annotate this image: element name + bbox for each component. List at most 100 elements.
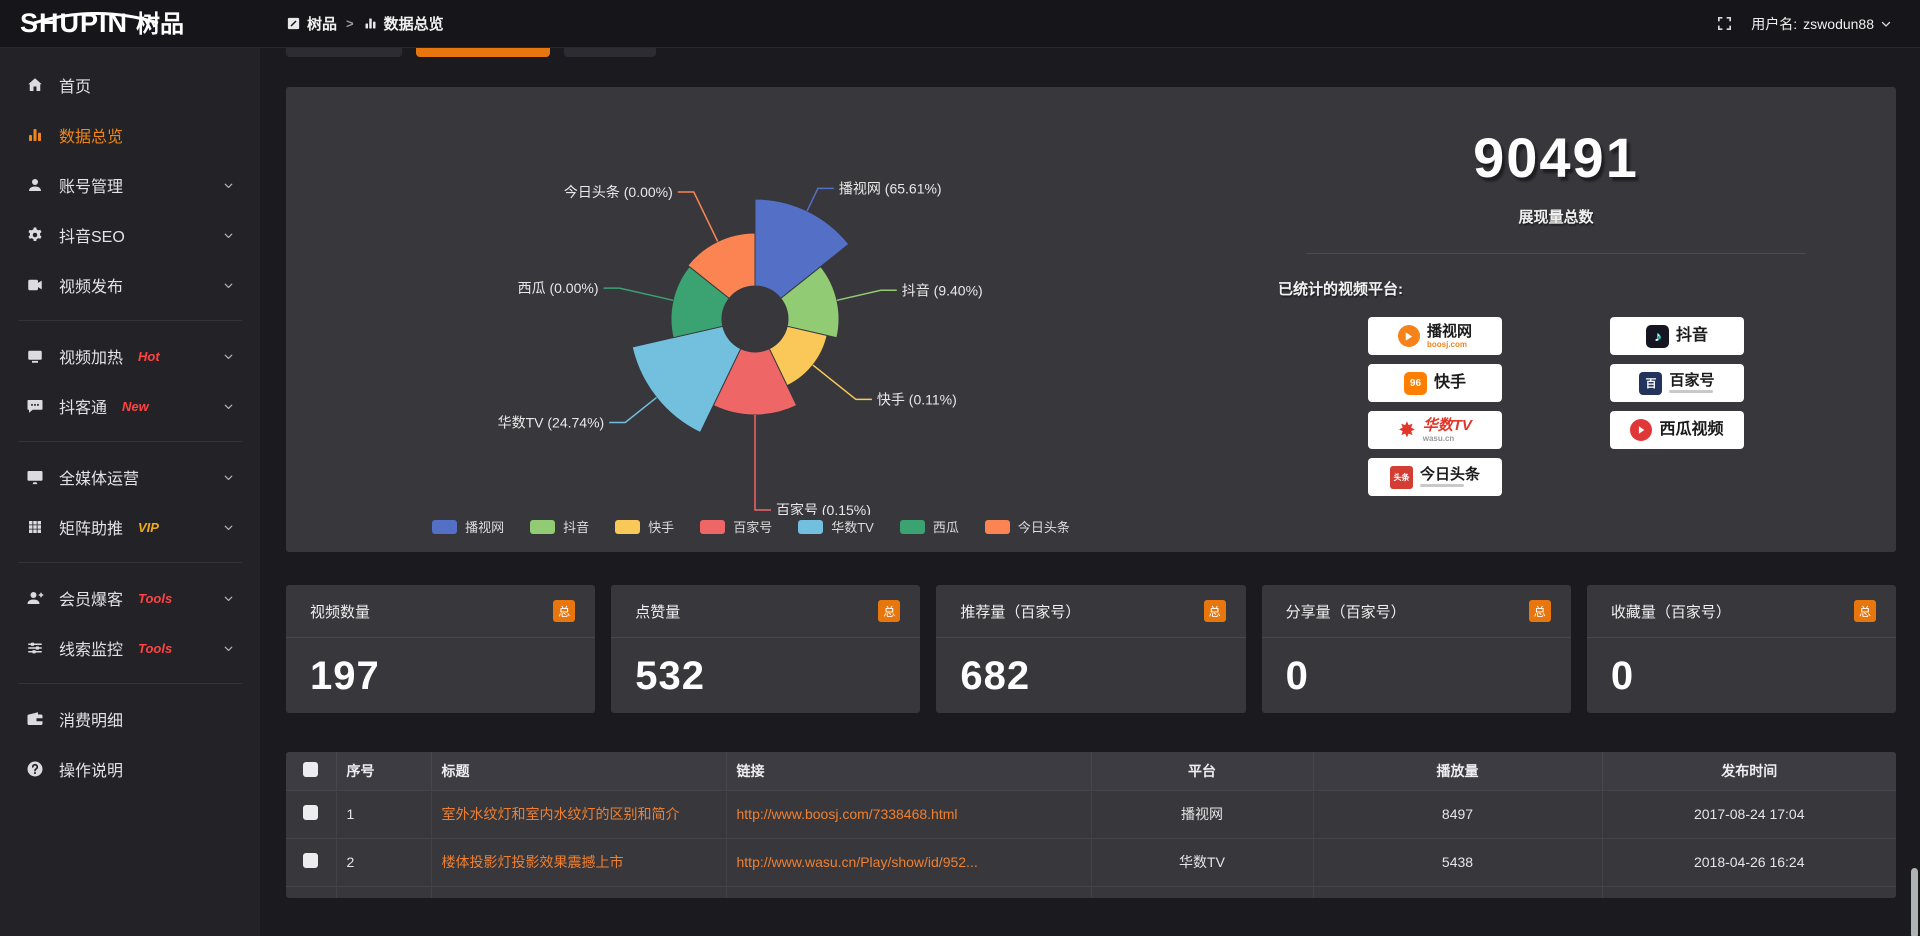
platform-name: 快手 bbox=[1433, 374, 1466, 391]
legend-swatch bbox=[899, 519, 925, 534]
sidebar-item-5[interactable]: 视频加热 Hot bbox=[0, 331, 260, 381]
baijiahao-logo-icon: 百 bbox=[1639, 371, 1663, 395]
doc-edit-icon bbox=[286, 16, 301, 31]
stat-card-header: 分享量（百家号） 总 bbox=[1261, 585, 1571, 638]
cell-link[interactable]: http://www.wasu.cn/Play/show/id/952... bbox=[725, 838, 1091, 886]
wallet-icon bbox=[26, 710, 44, 728]
sidebar-divider bbox=[18, 320, 242, 321]
table-row-partial bbox=[286, 886, 1896, 898]
platform-name: 百家号 bbox=[1669, 372, 1715, 389]
sidebar-item-6[interactable]: 抖客通 New bbox=[0, 381, 260, 431]
breadcrumb-item-current[interactable]: 数据总览 bbox=[363, 13, 444, 34]
cell-title[interactable]: 室外水纹灯和室内水纹灯的区别和简介 bbox=[430, 790, 726, 838]
sidebar-item-3[interactable]: 抖音SEO bbox=[0, 210, 260, 260]
sidebar-item-label: 抖客通 bbox=[59, 400, 108, 417]
pie-label: 快手 (0.11%) bbox=[877, 391, 957, 407]
sidebar-item-7[interactable]: 全媒体运营 bbox=[0, 452, 260, 502]
sidebar-item-tag: New bbox=[122, 398, 149, 414]
platform-sub: wasu.cn bbox=[1422, 433, 1455, 443]
row-checkbox[interactable] bbox=[303, 805, 319, 820]
sidebar-item-tag: Tools bbox=[138, 640, 173, 656]
legend-item-快手[interactable]: 快手 bbox=[615, 517, 674, 536]
video-icon bbox=[26, 276, 44, 294]
sidebar-item-12[interactable]: 操作说明 bbox=[0, 744, 260, 794]
sidebar-item-label: 操作说明 bbox=[59, 763, 124, 780]
user-menu[interactable]: 用户名: zswodun88 bbox=[1751, 14, 1892, 34]
chevron-down-icon bbox=[222, 229, 240, 242]
sidebar-item-0[interactable]: 首页 bbox=[0, 60, 260, 110]
sidebar-item-11[interactable]: 消费明细 bbox=[0, 694, 260, 744]
boosj-logo-icon bbox=[1397, 325, 1420, 347]
pie-slice-西瓜[interactable] bbox=[670, 265, 730, 339]
summary-panel: 90491 展现量总数 已统计的视频平台: 播视网 boosj.com 96 快手 ✸ 华… bbox=[1216, 97, 1896, 542]
legend-label: 抖音 bbox=[563, 520, 590, 535]
sidebar-item-label: 矩阵助推 bbox=[59, 521, 124, 538]
rose-pie-chart: 播视网 (65.61%) 抖音 (9.40%) 快手 (0.11%) 百家号 (0.1… bbox=[498, 180, 983, 515]
chevron-down-icon bbox=[222, 592, 240, 605]
stat-card-header: 点赞量 总 bbox=[611, 585, 921, 638]
sidebar-divider bbox=[18, 441, 242, 442]
sidebar-item-2[interactable]: 账号管理 bbox=[0, 160, 260, 210]
legend-item-西瓜[interactable]: 西瓜 bbox=[899, 517, 959, 536]
sidebar-item-label: 账号管理 bbox=[59, 179, 124, 196]
pie-slice-抖音[interactable] bbox=[780, 265, 840, 339]
sidebar-item-tag: Hot bbox=[138, 348, 160, 364]
total-badge: 总 bbox=[1528, 600, 1551, 622]
sidebar-divider bbox=[18, 683, 242, 684]
sidebar-item-tag: Tools bbox=[138, 590, 173, 606]
video-table: 序号 标题 链接 平台 播放量 发布时间 1 室外水纹灯和室内水纹灯的区别和简介 http… bbox=[286, 752, 1896, 898]
platform-badge-douyin: ♪ 抖音 bbox=[1610, 317, 1744, 355]
username-value: zswodun88 bbox=[1803, 15, 1874, 32]
sidebar-item-4[interactable]: 视频发布 bbox=[0, 260, 260, 310]
sidebar-item-1[interactable]: 数据总览 bbox=[0, 110, 260, 160]
col-header-2: 链接 bbox=[725, 752, 1091, 790]
legend-item-播视网[interactable]: 播视网 bbox=[432, 517, 504, 536]
stat-card-title: 分享量（百家号） bbox=[1285, 603, 1406, 621]
platform-share-chart: 播视网 (65.61%) 抖音 (9.40%) 快手 (0.11%) 百家号 (0.1… bbox=[286, 97, 1216, 542]
platform-col-right: ♪ 抖音百百家号 西瓜视频 bbox=[1610, 317, 1744, 496]
legend-label: 华数TV bbox=[831, 520, 874, 535]
sidebar-item-label: 数据总览 bbox=[59, 129, 124, 146]
legend-item-华数TV[interactable]: 华数TV bbox=[798, 517, 874, 536]
total-badge: 总 bbox=[1203, 600, 1226, 622]
fullscreen-icon[interactable] bbox=[1716, 15, 1733, 32]
pie-slice-快手[interactable] bbox=[768, 325, 828, 387]
breadcrumb-label: 树品 bbox=[307, 16, 338, 33]
legend-label: 快手 bbox=[648, 520, 675, 535]
user-plus-icon bbox=[26, 589, 44, 607]
pie-slice-百家号[interactable] bbox=[712, 348, 798, 416]
toutiao-logo-icon: 头条 bbox=[1389, 465, 1413, 489]
pie-slice-华数TV[interactable] bbox=[631, 325, 742, 434]
sidebar-item-8[interactable]: 矩阵助推 VIP bbox=[0, 502, 260, 552]
stat-card-value: 682 bbox=[960, 654, 1031, 698]
platform-tagline-strip bbox=[1419, 484, 1464, 487]
legend-item-今日头条[interactable]: 今日头条 bbox=[984, 517, 1070, 536]
topbar-right: 用户名: zswodun88 bbox=[1716, 14, 1920, 34]
stat-card-value: 0 bbox=[1285, 654, 1309, 698]
breadcrumb-item-home[interactable]: 树品 bbox=[286, 13, 337, 34]
pie-slice-播视网[interactable] bbox=[754, 198, 850, 300]
video-table-panel: 序号 标题 链接 平台 播放量 发布时间 1 室外水纹灯和室内水纹灯的区别和简介 http… bbox=[286, 752, 1896, 898]
chevron-down-icon bbox=[222, 179, 240, 192]
col-header-1: 标题 bbox=[430, 752, 726, 790]
page-scrollbar-thumb[interactable] bbox=[1911, 868, 1918, 936]
legend-label: 百家号 bbox=[733, 520, 773, 535]
legend-item-百家号[interactable]: 百家号 bbox=[700, 517, 772, 536]
legend-item-抖音[interactable]: 抖音 bbox=[530, 517, 589, 536]
main-content: 抖音seo数据全媒体运营数据询盘数据 播视网 (65.61%)抖音 (9.40%… bbox=[260, 0, 1920, 898]
row-checkbox[interactable] bbox=[303, 853, 319, 868]
sidebar-item-label: 抖音SEO bbox=[59, 229, 125, 246]
cell-title[interactable]: 楼体投影灯投影效果震撼上市 bbox=[430, 838, 726, 886]
cell-index: 1 bbox=[335, 790, 431, 838]
sidebar-item-10[interactable]: 线索监控 Tools bbox=[0, 623, 260, 673]
overview-panel: 播视网 (65.61%) 抖音 (9.40%) 快手 (0.11%) 百家号 (0.1… bbox=[286, 87, 1896, 552]
select-all-checkbox[interactable] bbox=[303, 761, 319, 777]
cell-link[interactable]: http://www.boosj.com/7338468.html bbox=[725, 790, 1091, 838]
xigua-logo-icon bbox=[1630, 419, 1653, 441]
pie-slice-今日头条[interactable] bbox=[687, 232, 756, 300]
username-label: 用户名: bbox=[1751, 15, 1798, 32]
stat-card-value: 0 bbox=[1610, 654, 1635, 698]
cell-plays: 5438 bbox=[1312, 838, 1602, 886]
cell-platform: 华数TV bbox=[1090, 838, 1313, 886]
sidebar-item-9[interactable]: 会员爆客 Tools bbox=[0, 573, 260, 623]
